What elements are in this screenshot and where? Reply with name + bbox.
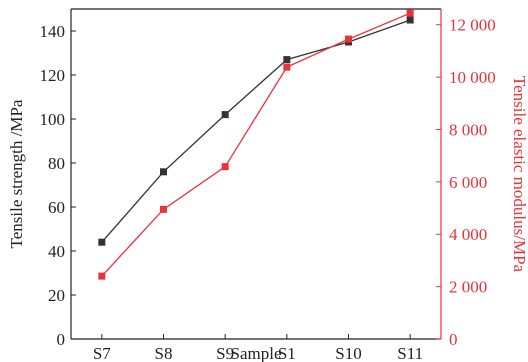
x-tick-label-s9: S9: [216, 344, 234, 362]
y-left-axis-ticks: 0 20 40 60 80 100 120 140: [40, 22, 76, 349]
marker-tensile-elastic-modulus-s8: [160, 205, 167, 213]
x-tick-label-s10: S10: [335, 344, 361, 362]
y-left-tick-label-100: 100: [40, 110, 66, 129]
y-left-tick-label-120: 120: [40, 66, 66, 85]
marker-tensile-elastic-modulus-s1: [283, 63, 291, 71]
y-right-tick-label-12000: 12 000: [449, 16, 496, 35]
marker-tensile-elastic-modulus-s7: [98, 272, 106, 280]
marker-tensile-strength-s8: [160, 168, 167, 176]
y-left-tick-label-40: 40: [48, 242, 65, 261]
y-left-tick-label-20: 20: [48, 286, 65, 305]
marker-tensile-strength-s9: [221, 111, 229, 119]
marker-tensile-elastic-modulus-s11: [406, 9, 414, 17]
x-tick-label-s1: S1: [278, 344, 296, 362]
series-line-tensile-strength: [101, 19, 411, 243]
y-right-tick-label-6000: 6 000: [449, 173, 487, 192]
y-right-tick-label-10000: 10 000: [449, 68, 496, 87]
marker-tensile-strength-s1: [283, 56, 291, 64]
x-axis-label: Sample: [231, 344, 282, 362]
marker-tensile-strength-s11: [406, 16, 414, 24]
x-axis-ticks: S7 S8 S9 S1 S10 S11: [93, 334, 423, 362]
y-left-tick-label-80: 80: [48, 154, 65, 173]
y-left-tick-label-0: 0: [57, 330, 66, 349]
series-layer: [98, 9, 414, 280]
marker-tensile-elastic-modulus-s9: [221, 163, 229, 171]
y-left-tick-label-60: 60: [48, 198, 65, 217]
y-right-tick-label-2000: 2 000: [449, 278, 487, 297]
y-right-tick-label-8000: 8 000: [449, 120, 487, 139]
y-right-axis-ticks: 0 2 000 4 000 6 000 8 000 10 000 12 000: [436, 16, 496, 349]
y-left-tick-label-140: 140: [40, 22, 66, 41]
y-right-tick-label-4000: 4 000: [449, 225, 487, 244]
series-line-tensile-elastic-modulus: [101, 12, 411, 277]
plot-area: [70, 8, 442, 340]
x-tick-label-s8: S8: [155, 344, 173, 362]
y-right-axis-label: Tensile elastic modulus/MPa: [510, 76, 528, 273]
x-tick-label-s7: S7: [93, 344, 111, 362]
marker-tensile-strength-s7: [98, 238, 106, 246]
y-right-tick-label-0: 0: [449, 330, 458, 349]
y-left-axis-label: Tensile strength /MPa: [7, 99, 26, 248]
x-tick-label-s11: S11: [397, 344, 423, 362]
marker-tensile-elastic-modulus-s10: [345, 35, 352, 43]
